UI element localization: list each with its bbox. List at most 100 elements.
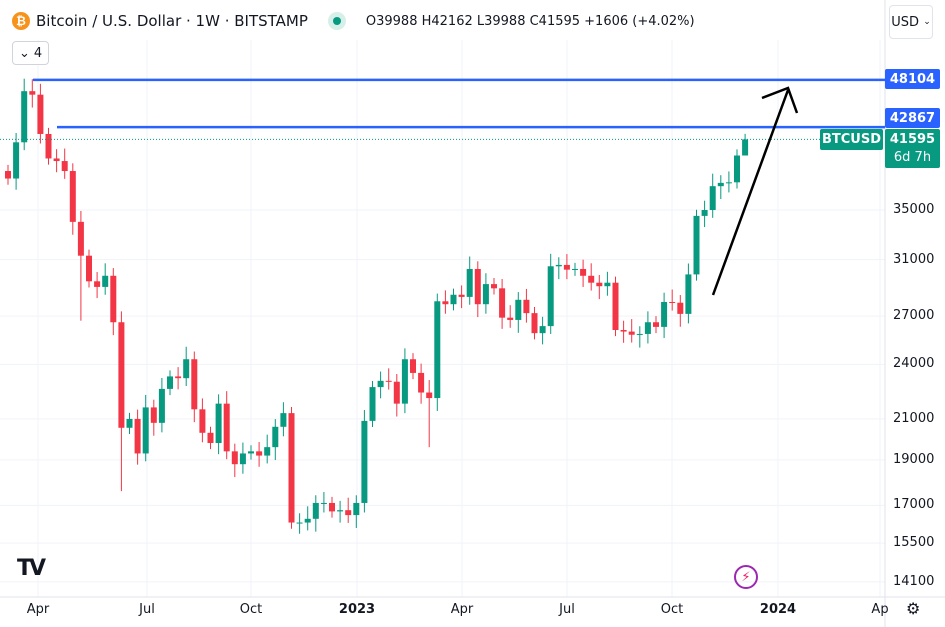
candle-body bbox=[37, 94, 44, 134]
candle-body bbox=[442, 301, 449, 305]
candle-body bbox=[53, 158, 60, 162]
indicators-toggle[interactable]: ⌄ 4 bbox=[12, 41, 50, 65]
chart-header: ₿ Bitcoin / U.S. Dollar · 1W · BITSTAMP … bbox=[12, 12, 695, 30]
candle-body bbox=[304, 518, 311, 523]
tradingview-logo[interactable]: TV bbox=[17, 556, 46, 581]
x-tick-label: 2024 bbox=[759, 602, 797, 617]
candle-body bbox=[563, 264, 570, 270]
market-status-icon bbox=[327, 12, 346, 30]
candle-body bbox=[620, 330, 627, 332]
candle-body bbox=[482, 284, 489, 305]
indicator-count: 4 bbox=[33, 45, 43, 61]
y-tick-label: 17000 bbox=[893, 497, 935, 513]
ohlc-values: O39988 H42162 L39988 C41595 +1606 (+4.02… bbox=[365, 13, 695, 29]
candle-body bbox=[572, 268, 578, 270]
candle-body bbox=[110, 275, 117, 323]
x-tick-label: 2023 bbox=[338, 602, 376, 617]
candle-body bbox=[677, 302, 684, 314]
candle-body bbox=[434, 301, 441, 399]
candle-body bbox=[426, 392, 433, 399]
candle-body bbox=[742, 139, 749, 156]
candle-body bbox=[312, 502, 319, 519]
candle-body bbox=[636, 333, 643, 335]
candle-body bbox=[320, 502, 327, 504]
candle-body bbox=[288, 413, 295, 523]
y-tick-label: 19000 bbox=[893, 451, 935, 467]
candle-body bbox=[653, 322, 659, 327]
candle-body bbox=[669, 301, 676, 303]
candle-body bbox=[507, 317, 514, 320]
candle-body bbox=[158, 388, 165, 423]
candle-body bbox=[515, 299, 522, 320]
candle-body bbox=[215, 403, 222, 443]
currency-label: USD bbox=[891, 14, 920, 30]
level-42867-tag: 42867 bbox=[885, 108, 940, 128]
candle-body bbox=[725, 182, 732, 184]
candle-body bbox=[555, 264, 562, 267]
lightning-icon[interactable]: ⚡ bbox=[734, 565, 758, 589]
candle-body bbox=[547, 266, 554, 327]
candle-body bbox=[256, 451, 263, 456]
candle-body bbox=[248, 451, 254, 454]
candle-body bbox=[709, 186, 716, 210]
y-tick-label: 15500 bbox=[893, 535, 935, 551]
candle-body bbox=[450, 294, 457, 305]
x-tick-label: Apr bbox=[26, 602, 50, 617]
candle-body bbox=[701, 210, 708, 216]
bar-countdown: 6d 7h bbox=[893, 149, 932, 165]
candle-body bbox=[207, 432, 214, 443]
candle-body bbox=[418, 372, 425, 393]
candle-body bbox=[345, 510, 352, 516]
current-price: 41595 bbox=[889, 131, 936, 147]
candle-body bbox=[264, 447, 271, 456]
x-tick-label: Jul bbox=[139, 602, 155, 617]
currency-select[interactable]: USD ⌄ bbox=[889, 5, 933, 39]
candle-body bbox=[539, 326, 546, 334]
level-48104-tag: 48104 bbox=[885, 69, 940, 89]
candle-body bbox=[410, 359, 416, 373]
candle-body bbox=[491, 284, 497, 289]
candle-body bbox=[393, 381, 400, 404]
candle-body bbox=[142, 407, 149, 454]
candle-body bbox=[5, 171, 11, 179]
candle-body bbox=[13, 142, 20, 179]
settings-icon[interactable]: ⚙ bbox=[906, 599, 921, 618]
candle-body bbox=[337, 510, 344, 512]
candle-body bbox=[21, 91, 28, 143]
y-tick-label: 31000 bbox=[893, 251, 935, 267]
candle-body bbox=[77, 221, 84, 256]
candle-body bbox=[588, 275, 595, 283]
candle-body bbox=[499, 288, 506, 318]
candle-body bbox=[86, 255, 92, 282]
candle-body bbox=[69, 171, 76, 222]
x-tick-label: Jul bbox=[559, 602, 575, 617]
x-tick-label: Oct bbox=[660, 602, 684, 617]
y-tick-label: 14100 bbox=[893, 573, 935, 589]
x-tick-label: Oct bbox=[239, 602, 263, 617]
price-tag: 41595 6d 7h bbox=[885, 129, 940, 168]
x-tick-label: Ap bbox=[871, 602, 889, 617]
candle-body bbox=[231, 451, 238, 465]
y-tick-label: 27000 bbox=[893, 308, 935, 324]
x-tick-label: Apr bbox=[450, 602, 474, 617]
candle-body bbox=[734, 155, 740, 183]
symbol-title[interactable]: Bitcoin / U.S. Dollar · 1W · BITSTAMP bbox=[36, 12, 308, 30]
symbol-tag: BTCUSD bbox=[820, 129, 883, 150]
candle-body bbox=[272, 426, 279, 448]
y-tick-label: 21000 bbox=[893, 410, 935, 426]
y-tick-label: 35000 bbox=[893, 202, 935, 217]
candle-body bbox=[280, 413, 287, 427]
candle-body bbox=[385, 380, 392, 382]
candle-body bbox=[239, 453, 246, 465]
candle-body bbox=[150, 407, 157, 423]
candle-body bbox=[644, 322, 651, 334]
candle-body bbox=[45, 133, 52, 159]
candle-body bbox=[685, 274, 692, 314]
candle-body bbox=[466, 268, 473, 297]
candle-body bbox=[628, 331, 635, 335]
candle-body bbox=[102, 275, 109, 287]
candle-body bbox=[596, 282, 603, 287]
candle-body bbox=[401, 359, 408, 404]
candle-body bbox=[61, 161, 68, 172]
